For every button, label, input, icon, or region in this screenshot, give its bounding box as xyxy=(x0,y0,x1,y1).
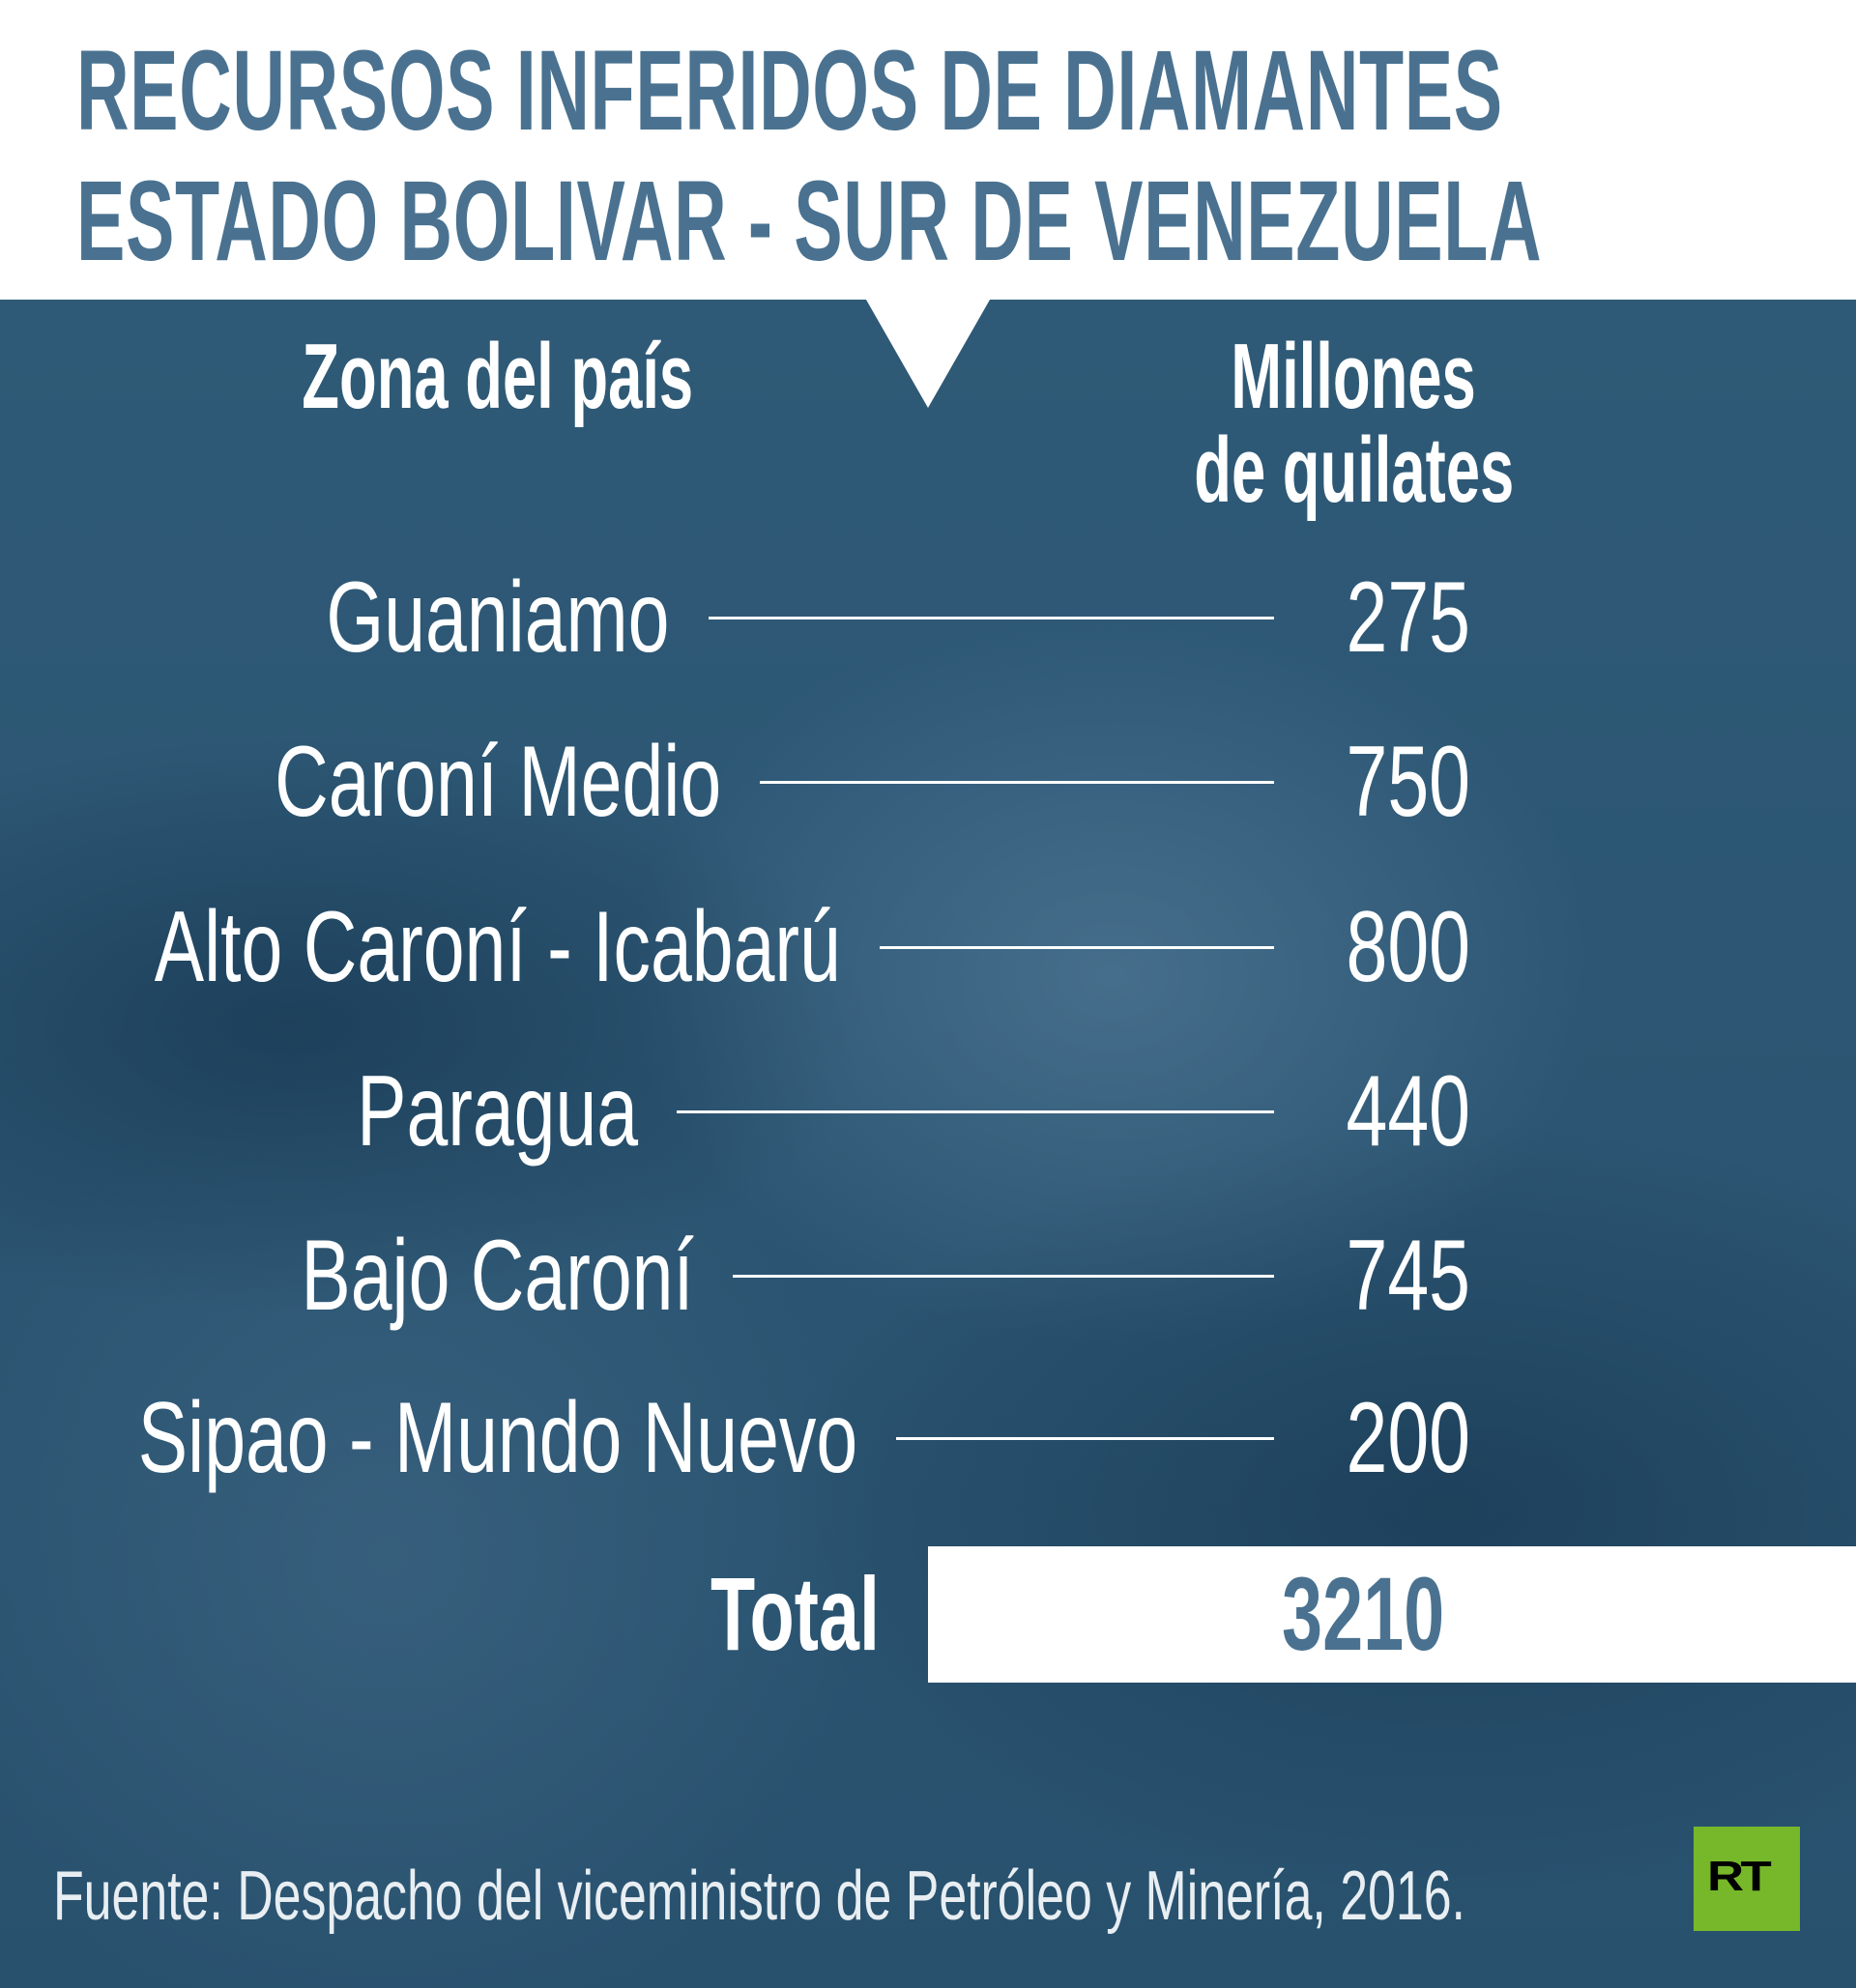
zone-label: Guaniamo xyxy=(326,562,670,674)
zone-label: Paragua xyxy=(357,1055,639,1167)
leader-line xyxy=(880,946,1274,949)
carats-value: 800 xyxy=(1346,891,1470,1003)
source-footer: Fuente: Despacho del viceministro de Pet… xyxy=(53,1858,1465,1935)
zone-label: Sipao - Mundo Nuevo xyxy=(137,1382,858,1494)
total-box xyxy=(928,1546,1856,1683)
carats-value: 275 xyxy=(1346,562,1470,674)
pointer-notch xyxy=(866,300,990,408)
table-row: Sipao - Mundo Nuevo 200 xyxy=(0,1385,1856,1491)
rt-logo: RT xyxy=(1694,1827,1800,1931)
carats-value: 440 xyxy=(1346,1055,1470,1167)
leader-line xyxy=(708,617,1274,619)
zone-label: Bajo Caroní xyxy=(301,1220,695,1332)
header-zone: Zona del país xyxy=(302,325,694,428)
carats-value: 750 xyxy=(1346,726,1470,838)
carats-value: 200 xyxy=(1346,1382,1470,1494)
zone-label: Caroní Medio xyxy=(275,726,721,838)
carats-value: 745 xyxy=(1346,1220,1470,1332)
leader-line xyxy=(759,781,1274,784)
zone-label: Alto Caroní - Icabarú xyxy=(154,891,842,1003)
leader-line xyxy=(733,1275,1274,1278)
table-row: Alto Caroní - Icabarú 800 xyxy=(0,894,1856,1000)
total-label: Total xyxy=(710,1555,880,1672)
table-row: Guaniamo 275 xyxy=(0,564,1856,671)
leader-line xyxy=(677,1110,1274,1113)
header-value-line-2: de quilates xyxy=(1194,418,1515,522)
title-line-2: ESTADO BOLIVAR - SUR DE VENEZUELA xyxy=(76,158,1543,285)
total-value: 3210 xyxy=(1282,1555,1445,1672)
table-row: Caroní Medio 750 xyxy=(0,729,1856,835)
leader-line xyxy=(896,1437,1274,1440)
header-value-line-1: Millones xyxy=(1231,325,1476,428)
table-row: Paragua 440 xyxy=(0,1058,1856,1165)
title-line-1: RECURSOS INFERIDOS DE DIAMANTES xyxy=(76,27,1503,155)
table-row: Bajo Caroní 745 xyxy=(0,1223,1856,1329)
background-panel xyxy=(0,300,1856,1988)
